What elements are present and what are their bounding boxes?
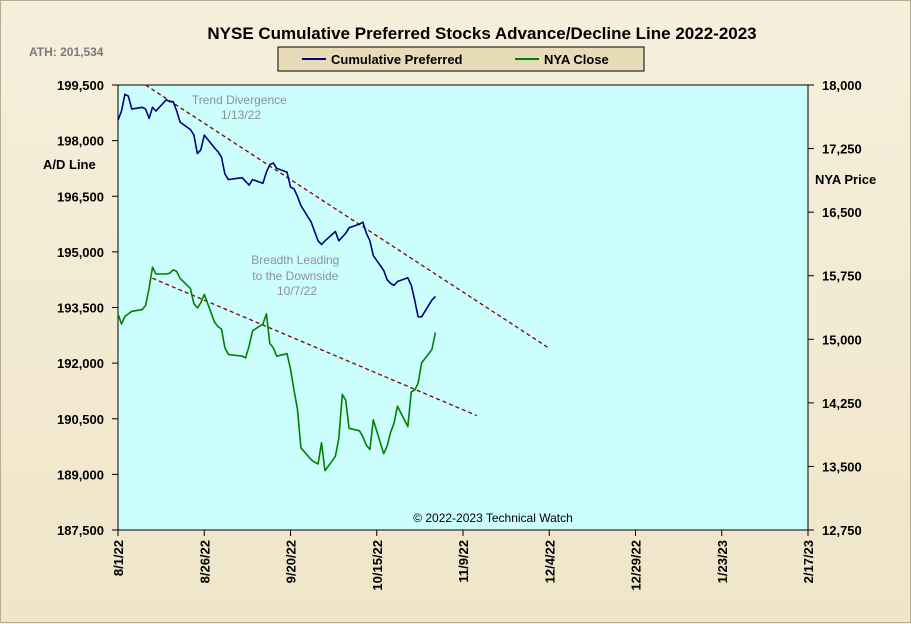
left-tick-label: 189,000 [57, 467, 104, 482]
annotation-breadth-line-3: 10/7/22 [277, 284, 317, 298]
left-tick-label: 187,500 [57, 523, 104, 538]
left-tick-label: 195,000 [57, 245, 104, 260]
annotation-breadth: Breadth Leading to the Downside 10/7/22 [251, 253, 342, 298]
copyright-text: © 2022-2023 Technical Watch [413, 511, 573, 525]
right-tick-label: 15,750 [822, 269, 862, 284]
x-tick-label: 12/4/22 [542, 540, 557, 583]
legend-label-nya: NYA Close [544, 52, 609, 67]
trendline-1 [145, 84, 550, 349]
chart-title: NYSE Cumulative Preferred Stocks Advance… [207, 24, 756, 43]
right-tick-label: 12,750 [822, 523, 862, 538]
legend-box [277, 46, 645, 72]
left-axis-title: A/D Line [43, 157, 96, 172]
legend-label-ad: Cumulative Preferred [331, 52, 463, 67]
ath-label: ATH: 201,534 [29, 45, 104, 59]
annotation-breadth-line-1: Breadth Leading [251, 253, 339, 267]
right-axis-title: NYA Price [815, 172, 876, 187]
x-tick-label: 11/9/22 [456, 540, 471, 583]
x-tick-label: 8/26/22 [197, 540, 212, 583]
legend: Cumulative Preferred NYA Close [277, 46, 645, 72]
x-tick-label: 10/15/22 [370, 540, 385, 591]
series-line-nya-close [117, 266, 437, 472]
x-tick-label: 8/1/22 [111, 540, 126, 576]
annotation-divergence-line-2: 1/13/22 [221, 108, 261, 122]
left-tick-label: 199,500 [57, 78, 104, 93]
annotation-divergence: Trend Divergence 1/13/22 [192, 93, 290, 122]
x-tick-label: 12/29/22 [629, 540, 644, 591]
right-tick-label: 14,250 [822, 396, 862, 411]
left-tick-label: 190,500 [57, 412, 104, 427]
left-tick-label: 196,500 [57, 189, 104, 204]
right-tick-label: 15,000 [822, 332, 862, 347]
left-tick-label: 192,000 [57, 356, 104, 371]
right-tick-label: 13,500 [822, 459, 862, 474]
plot-area [117, 84, 809, 531]
annotation-divergence-line-1: Trend Divergence [192, 93, 287, 107]
right-tick-label: 17,250 [822, 142, 862, 157]
right-tick-label: 16,500 [822, 205, 862, 220]
x-tick-label: 2/17/23 [801, 540, 816, 583]
left-tick-label: 193,500 [57, 301, 104, 316]
series-line-cumulative-preferred [117, 93, 436, 318]
annotation-breadth-line-2: to the Downside [252, 269, 338, 283]
x-tick-label: 1/23/23 [715, 540, 730, 583]
x-tick-label: 9/20/22 [284, 540, 299, 583]
left-tick-label: 198,000 [57, 134, 104, 149]
right-tick-label: 18,000 [822, 78, 862, 93]
